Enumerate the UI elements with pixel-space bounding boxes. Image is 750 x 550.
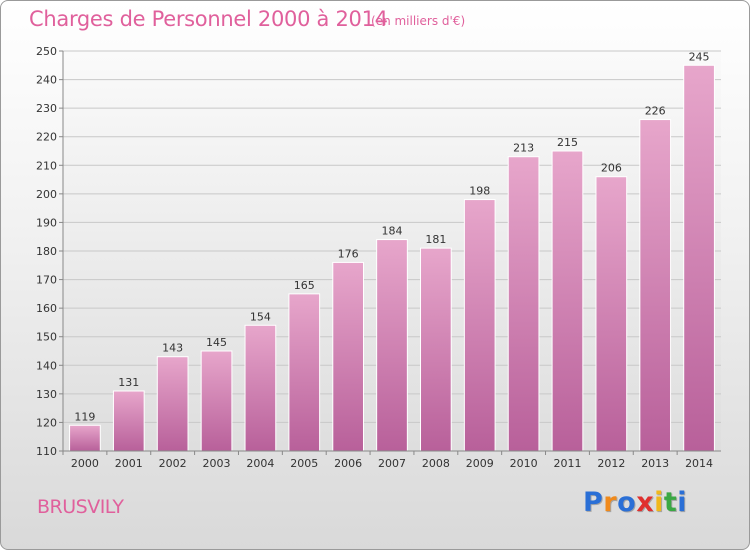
y-tick-label: 200 xyxy=(36,188,57,201)
y-axis-ticks: 110 120 130 140 150 160 170 180 190 200 210 220 230 2… xyxy=(36,45,63,458)
bar xyxy=(69,424,101,452)
x-tick-label: 2006 xyxy=(334,457,362,470)
y-tick-label: 170 xyxy=(36,274,57,287)
x-tick-label: 2003 xyxy=(203,457,231,470)
y-tick-label: 160 xyxy=(36,302,57,315)
bar xyxy=(244,324,277,452)
data-label: 176 xyxy=(338,247,359,260)
data-label: 213 xyxy=(513,142,534,155)
x-tick-label: 2012 xyxy=(597,457,625,470)
data-label: 215 xyxy=(557,136,578,149)
x-tick-label: 2014 xyxy=(685,457,713,470)
logo-letter: i xyxy=(677,487,688,518)
data-label: 131 xyxy=(118,376,139,389)
logo-letter: x xyxy=(636,487,655,518)
y-tick-label: 110 xyxy=(36,445,57,458)
x-tick-label: 2013 xyxy=(641,457,669,470)
x-tick-label: 2010 xyxy=(510,457,538,470)
proxiti-logo: Proxiti xyxy=(583,487,687,518)
y-tick-label: 120 xyxy=(36,416,57,429)
bar xyxy=(200,350,233,452)
x-tick-label: 2011 xyxy=(553,457,581,470)
logo-letter: r xyxy=(603,487,618,518)
logo-letter: t xyxy=(663,487,678,518)
bar xyxy=(376,239,408,452)
data-label: 206 xyxy=(601,162,622,175)
x-tick-label: 2008 xyxy=(422,457,450,470)
x-tick-label: 2001 xyxy=(115,457,143,470)
bar xyxy=(332,261,364,452)
x-tick-label: 2000 xyxy=(71,457,99,470)
x-tick-label: 2004 xyxy=(246,457,274,470)
y-tick-label: 180 xyxy=(36,245,57,258)
bar xyxy=(420,247,452,452)
bar xyxy=(288,293,321,452)
y-tick-label: 210 xyxy=(36,159,57,172)
x-axis-ticks: 2000 2001 2002 2003 2004 2005 2006 2007 2008 2009… xyxy=(62,451,713,470)
x-tick-label: 2007 xyxy=(378,457,406,470)
data-label: 154 xyxy=(250,310,271,323)
logo-letter: P xyxy=(583,487,604,518)
bar xyxy=(639,119,672,452)
x-tick-label: 2002 xyxy=(159,457,187,470)
data-label: 143 xyxy=(162,342,183,355)
logo-letter: o xyxy=(617,487,637,518)
y-tick-label: 190 xyxy=(36,216,57,229)
y-tick-label: 150 xyxy=(36,331,57,344)
data-label: 184 xyxy=(382,225,403,238)
y-tick-label: 130 xyxy=(36,388,57,401)
bars: 119 131 143 145 154 165 176 184 181 198 213 215 206 2… xyxy=(69,50,715,452)
y-tick-label: 250 xyxy=(36,45,57,58)
data-label: 165 xyxy=(294,279,315,292)
x-tick-label: 2005 xyxy=(290,457,318,470)
y-tick-label: 230 xyxy=(36,102,57,115)
bar xyxy=(551,150,584,452)
data-label: 119 xyxy=(74,410,95,423)
logo-letter: i xyxy=(654,487,664,518)
bar xyxy=(463,199,496,452)
bar xyxy=(595,176,628,452)
bar xyxy=(507,156,540,452)
data-label: 198 xyxy=(469,185,490,198)
bar xyxy=(112,390,145,452)
bar xyxy=(683,64,715,452)
y-tick-label: 220 xyxy=(36,131,57,144)
y-tick-label: 140 xyxy=(36,359,57,372)
x-tick-label: 2009 xyxy=(466,457,494,470)
commune-name: BRUSVILY xyxy=(37,496,124,518)
data-label: 226 xyxy=(645,105,666,118)
data-label: 181 xyxy=(425,233,446,246)
bar xyxy=(156,356,189,452)
chart-subtitle: (en milliers d'€) xyxy=(371,14,466,28)
data-label: 145 xyxy=(206,336,227,349)
chart-title: Charges de Personnel 2000 à 2014 xyxy=(29,7,388,31)
data-label: 245 xyxy=(689,50,710,63)
y-tick-label: 240 xyxy=(36,74,57,87)
